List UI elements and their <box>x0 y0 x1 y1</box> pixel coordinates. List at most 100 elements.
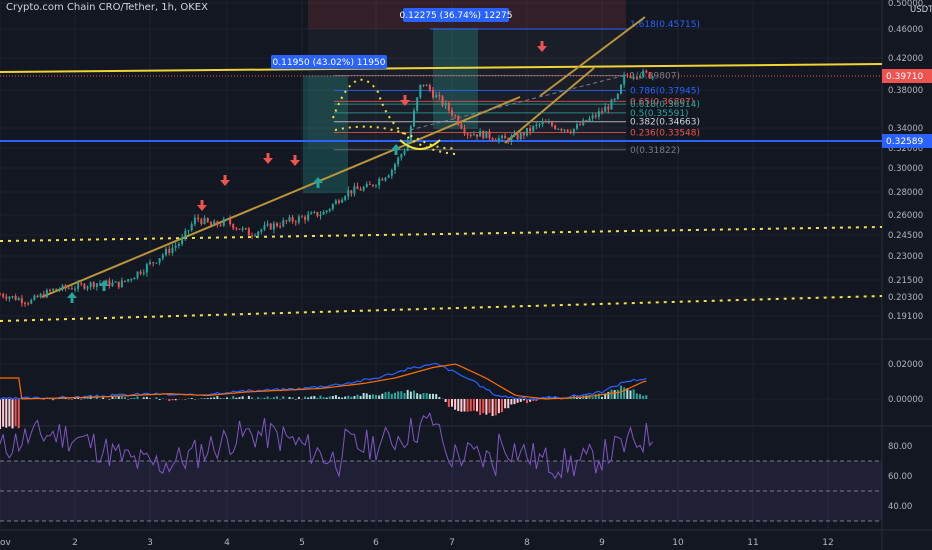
time-tick: 4 <box>224 538 230 548</box>
candle-body <box>591 115 594 119</box>
candle-body <box>526 128 528 136</box>
macd-histogram-bar <box>522 399 525 401</box>
macd-histogram-bar <box>397 391 400 399</box>
candle-body <box>510 136 513 142</box>
macd-histogram-bar <box>117 396 120 399</box>
candle-body <box>594 115 597 117</box>
candle-body <box>117 281 120 288</box>
macd-histogram-bar <box>623 387 626 399</box>
macd-histogram-bar <box>344 396 347 399</box>
macd-histogram-bar <box>206 398 209 399</box>
candle-body <box>86 286 89 289</box>
macd-histogram-bar <box>529 399 532 402</box>
measure-label-bg <box>403 8 509 22</box>
macd-histogram-bar <box>572 395 575 399</box>
candle-body <box>381 178 384 181</box>
macd-histogram-bar <box>406 389 409 399</box>
candle-body <box>328 208 331 211</box>
candle-body <box>307 214 310 220</box>
candle-body <box>551 122 553 126</box>
candle-body <box>282 220 285 227</box>
resistance-line <box>0 63 883 73</box>
fib-level-label: 0.786(0.37945) <box>630 87 700 97</box>
candle-body <box>554 125 557 129</box>
macd-histogram-bar <box>316 397 319 399</box>
macd-histogram-bar <box>469 399 472 412</box>
price-tick: 0.21500 <box>888 276 923 286</box>
macd-histogram-bar <box>263 397 266 399</box>
macd-histogram-bar <box>83 397 86 399</box>
candle-body <box>39 294 42 298</box>
macd-histogram-bar <box>269 398 272 399</box>
candle-body <box>460 124 463 129</box>
candle-body <box>130 279 133 281</box>
rsi-tick: 40.00 <box>888 502 912 512</box>
macd-histogram-bar <box>526 399 528 404</box>
candle-body <box>33 295 36 300</box>
candle-body <box>99 283 101 285</box>
sell-arrow <box>263 158 273 164</box>
candle-body <box>30 299 33 304</box>
time-tick: 8 <box>524 538 530 548</box>
macd-histogram-bar <box>444 399 447 403</box>
candle-body <box>95 283 98 288</box>
macd-histogram-bar <box>11 399 14 429</box>
buy-arrow-stem <box>316 183 320 188</box>
level-price-label: 0.32589 <box>886 137 923 147</box>
candle-body <box>58 289 61 291</box>
candle-body <box>347 190 350 197</box>
candle-body <box>422 84 425 86</box>
candle-body <box>384 177 387 181</box>
candle-body <box>11 296 14 298</box>
candle-body <box>114 281 117 283</box>
candle-body <box>45 290 48 298</box>
signal-line <box>0 363 647 400</box>
candle-body <box>588 118 591 122</box>
macd-histogram-bar <box>174 399 177 401</box>
macd-histogram-bar <box>535 399 538 401</box>
macd-histogram-bar <box>400 391 403 399</box>
candle-body <box>14 296 17 300</box>
macd-histogram-bar <box>80 399 83 400</box>
candle-body <box>576 124 578 129</box>
macd-histogram-bar <box>432 393 434 399</box>
macd-histogram-bar <box>322 397 325 399</box>
macd-histogram-bar <box>362 393 365 399</box>
macd-histogram-bar <box>428 393 431 399</box>
candle-body <box>247 228 250 236</box>
macd-histogram-bar <box>222 398 225 399</box>
macd-histogram-bar <box>266 396 269 399</box>
macd-histogram-bar <box>171 399 174 401</box>
candle-body <box>645 70 648 73</box>
macd-histogram-bar <box>213 397 216 399</box>
macd-histogram-bar <box>642 395 645 399</box>
macd-histogram-bar <box>519 399 522 402</box>
macd-histogram-bar <box>616 389 619 399</box>
macd-histogram-bar <box>597 393 600 399</box>
macd-histogram-bar <box>594 394 597 399</box>
candle-body <box>597 111 600 117</box>
candle-body <box>447 103 450 111</box>
macd-histogram-bar <box>120 396 123 399</box>
macd-histogram-bar <box>422 393 425 399</box>
candle-body <box>301 216 303 218</box>
candle-body <box>547 122 550 124</box>
candle-body <box>229 218 232 225</box>
candle-body <box>403 150 406 155</box>
macd-histogram-bar <box>304 396 307 399</box>
candle-body <box>297 216 300 223</box>
macd-histogram-bar <box>2 399 5 427</box>
macd-histogram-bar <box>133 397 136 399</box>
candle-body <box>136 271 139 278</box>
sell-arrow-stem <box>403 95 407 100</box>
macd-histogram-bar <box>639 394 641 399</box>
macd-histogram-bar <box>485 399 488 415</box>
candle-body <box>325 210 328 213</box>
candle-body <box>70 288 73 290</box>
macd-histogram-bar <box>209 397 212 399</box>
candle-body <box>155 262 158 264</box>
candle-body <box>362 187 365 191</box>
price-tick: 0.42000 <box>888 54 923 64</box>
